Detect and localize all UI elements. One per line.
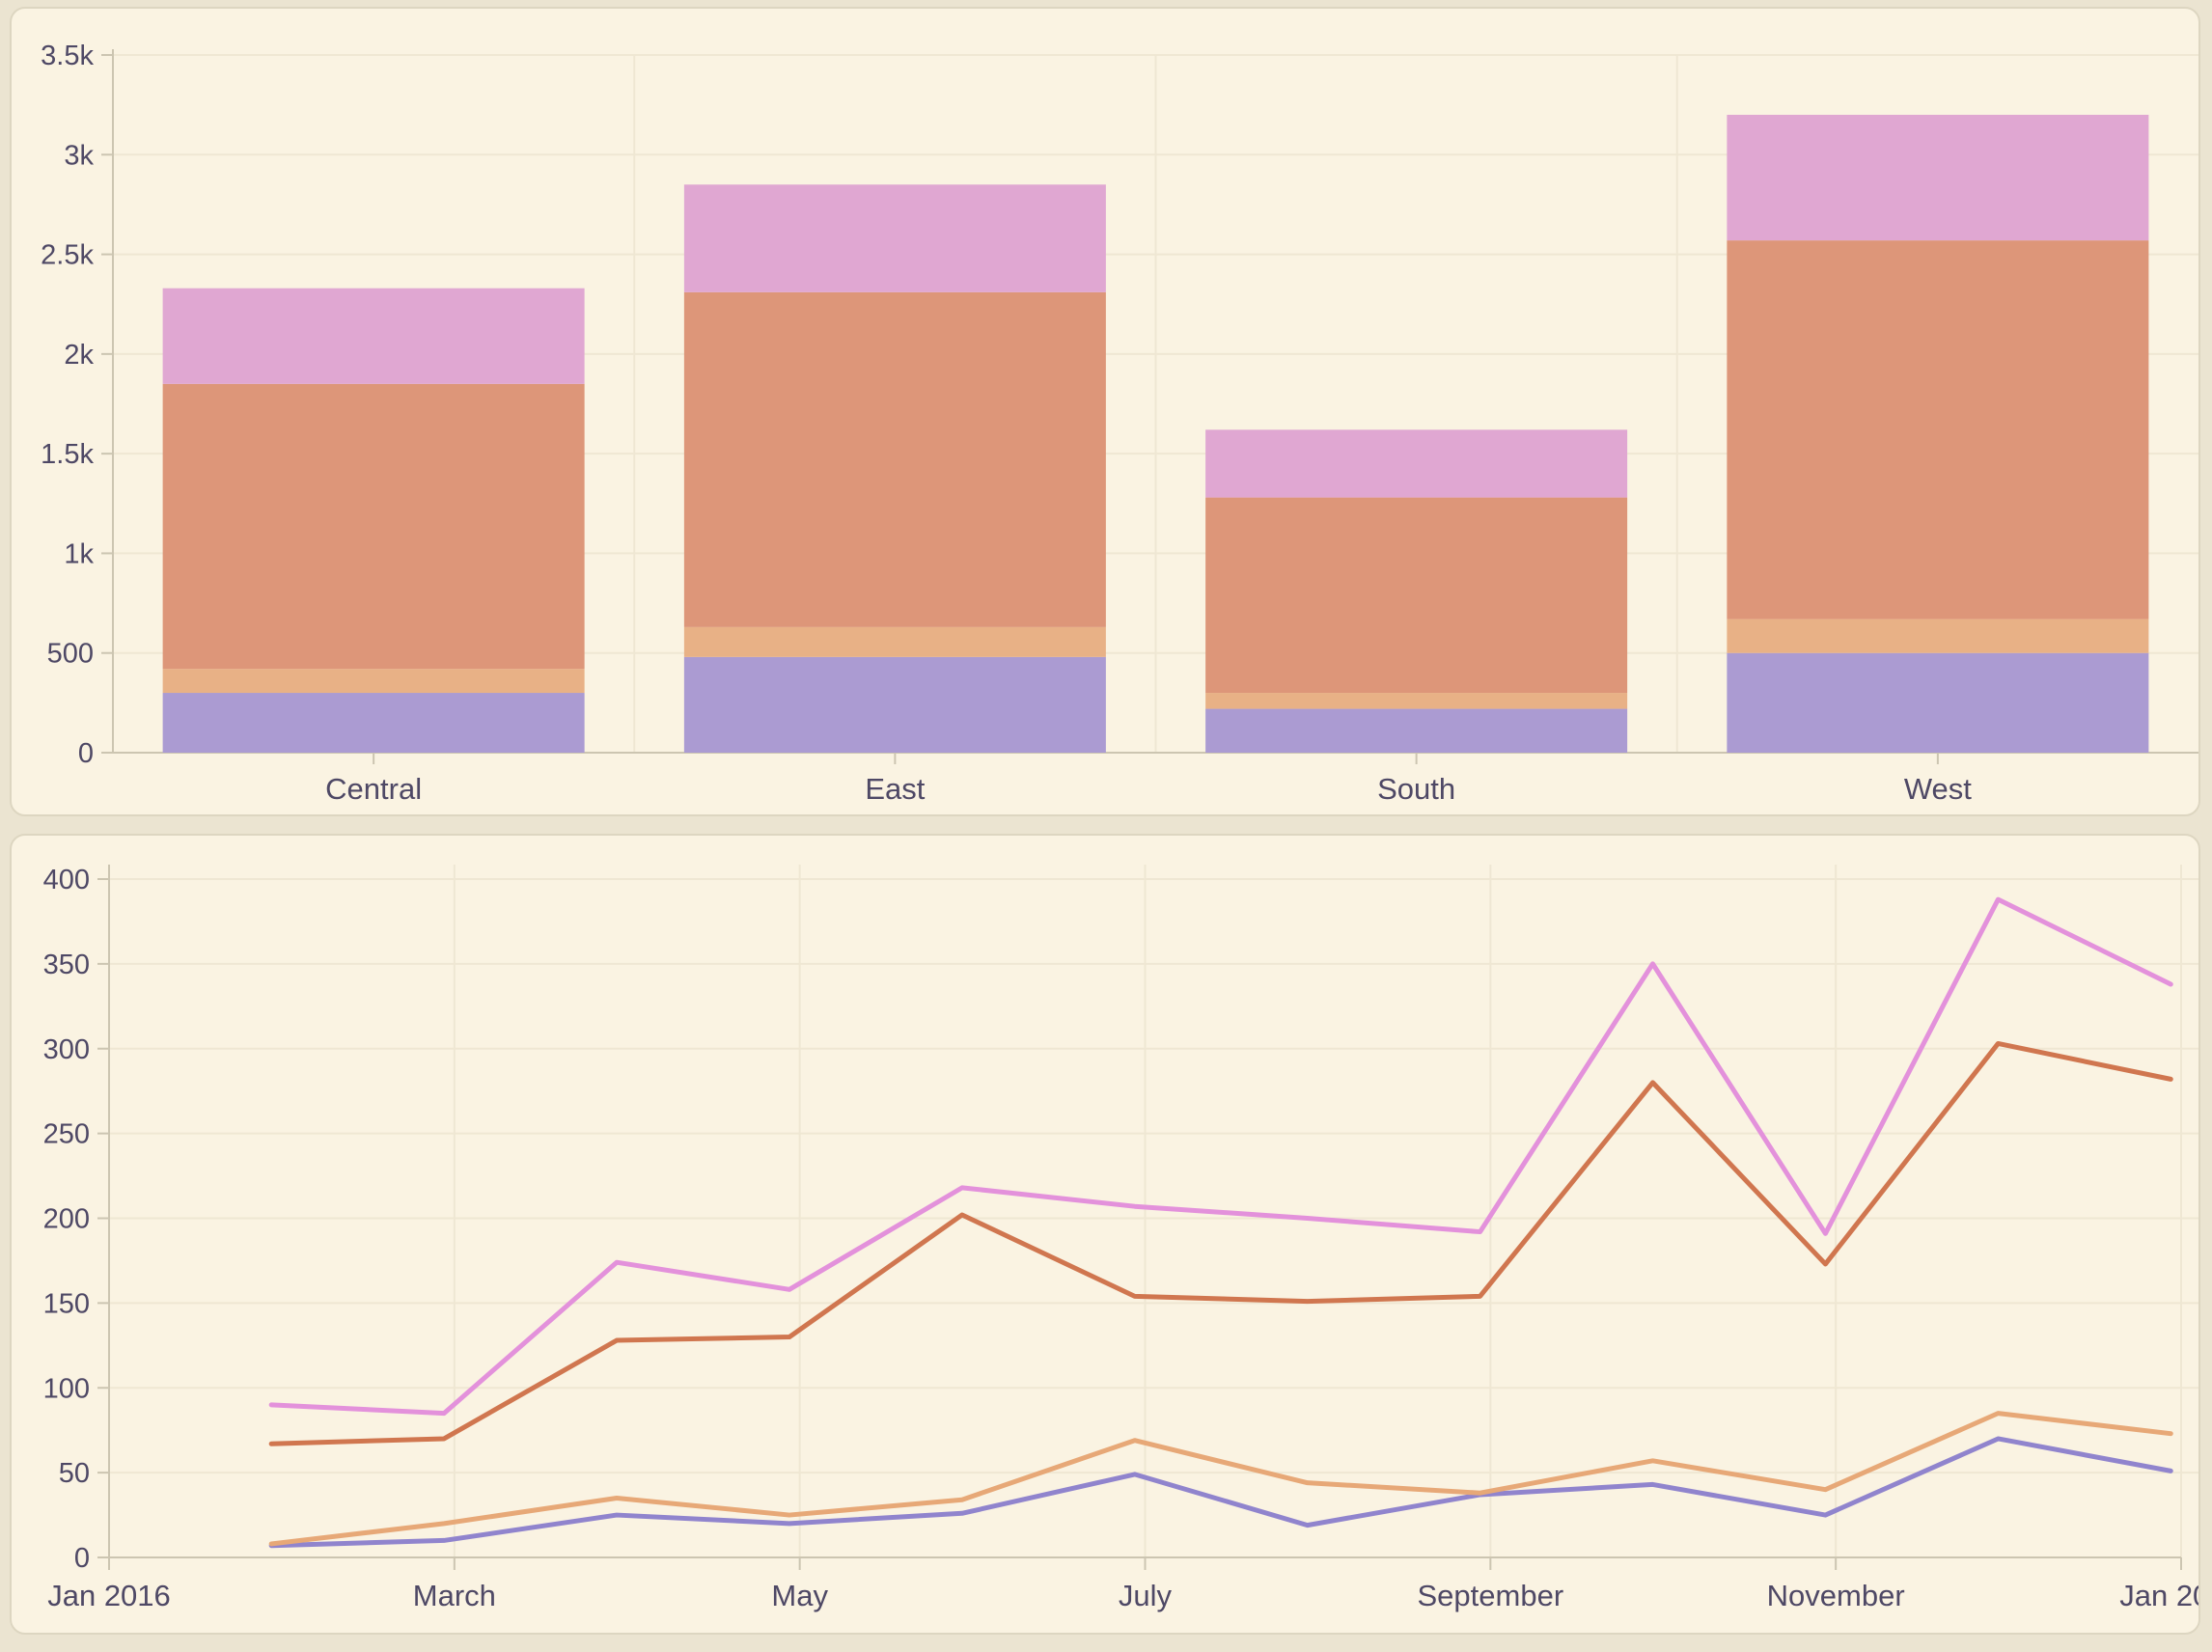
line-chart[interactable]: 0 50 100 150 200 250 300 350 400 Jan 2016 March May… [12,836,2198,1633]
y-tick-label: 400 [43,865,90,895]
bar-segment-purple[interactable] [1205,708,1628,753]
x-tick-label: Jan 2017 [2119,1579,2198,1612]
line-orange[interactable] [268,1040,2173,1446]
y-tick-label: 50 [59,1458,90,1489]
bar-segment-salmon[interactable] [683,291,1106,627]
y-tick-label: 300 [43,1034,90,1065]
y-tick-label: 3k [64,140,94,171]
y-tick-label: 3.5k [41,41,94,71]
bar-segment-tan[interactable] [1727,619,2149,653]
bar-segment-salmon[interactable] [1727,240,2149,620]
category-label: West [1904,772,1972,806]
x-tick-label: May [771,1579,828,1612]
category-label: South [1377,772,1455,806]
line-purple[interactable] [268,1436,2173,1549]
y-tick-label: 350 [43,950,90,980]
x-tick-label: September [1418,1579,1564,1612]
y-tick-label: 250 [43,1119,90,1150]
x-tick-label: July [1119,1579,1173,1612]
y-tick-label: 1.5k [41,439,94,470]
bar-segment-salmon[interactable] [1205,497,1628,694]
y-tick-label: 0 [74,1543,90,1574]
bar-segment-pink[interactable] [1727,114,2149,241]
category-label: East [865,772,925,806]
y-tick-label: 200 [43,1204,90,1235]
x-tick-label: November [1767,1579,1905,1612]
x-tick-label: Jan 2016 [47,1579,171,1612]
y-tick-label: 2.5k [41,240,94,271]
y-tick-label: 0 [78,738,94,769]
x-tick-label: March [413,1579,496,1612]
bar-segment-purple[interactable] [683,656,1106,753]
y-tick-label: 100 [43,1373,90,1404]
bar-segment-tan[interactable] [162,669,585,694]
stacked-bar-chart[interactable]: 0 500 1k 1.5k 2k 2.5k 3k 3.5k Central East South We… [12,9,2198,814]
line-chart-panel: 0 50 100 150 200 250 300 350 400 Jan 2016 March May… [10,834,2200,1635]
bar-segment-salmon[interactable] [162,383,585,670]
bar-segment-pink[interactable] [162,288,585,384]
bar-segment-pink[interactable] [683,184,1106,292]
line-pink[interactable] [268,896,2173,1417]
y-tick-label: 1k [64,538,94,569]
category-label: Central [325,772,422,806]
bar-segment-purple[interactable] [162,693,585,753]
bar-segment-purple[interactable] [1727,652,2149,753]
line-tan[interactable] [268,1411,2173,1547]
y-tick-label: 150 [43,1288,90,1319]
bar-segment-pink[interactable] [1205,429,1628,498]
bar-segment-tan[interactable] [683,626,1106,657]
bar-segment-tan[interactable] [1205,693,1628,709]
y-tick-label: 2k [64,340,94,371]
stacked-bar-chart-panel: 0 500 1k 1.5k 2k 2.5k 3k 3.5k Central East South We… [10,7,2200,816]
y-tick-label: 500 [47,639,94,670]
